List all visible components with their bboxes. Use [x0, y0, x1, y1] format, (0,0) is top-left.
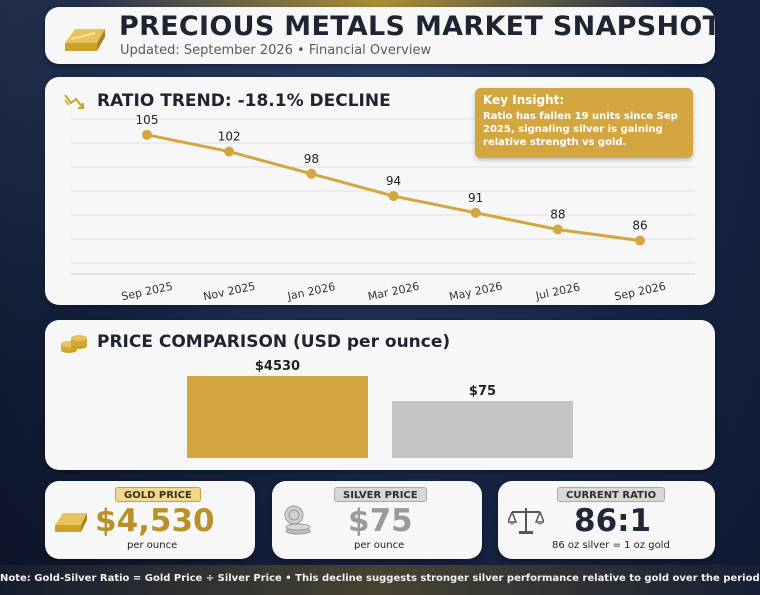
gold-bar	[187, 376, 368, 458]
ratio-point	[224, 146, 235, 157]
ratio-point	[306, 168, 317, 179]
ratio-data-label: 98	[304, 152, 319, 166]
ratio-data-label: 88	[550, 207, 565, 221]
ratio-point	[635, 235, 645, 246]
header-card: PRECIOUS METALS MARKET SNAPSHOT Updated:…	[45, 7, 721, 64]
current-ratio-detail: 86 oz silver = 1 oz gold	[552, 540, 670, 551]
page-title: PRECIOUS METALS MARKET SNAPSHOT	[119, 11, 722, 42]
ratio-data-label: 86	[632, 219, 647, 233]
price-bar-chart: $4530 $75	[187, 359, 573, 458]
gold-accent-bottom	[0, 565, 760, 595]
ratio-trend-card: RATIO TREND: -18.1% DECLINE 105 Sep 2025 1…	[45, 77, 715, 305]
insight-title: Key Insight:	[483, 93, 565, 107]
ratio-point	[388, 191, 399, 202]
coins-icon	[61, 335, 87, 353]
silver-price-badge: SILVER PRICE	[334, 487, 427, 502]
ratio-data-label: 91	[468, 191, 483, 205]
silver-coins-icon	[284, 505, 311, 535]
x-tick-label: Mar 2026	[367, 280, 421, 304]
ratio-point	[552, 224, 563, 235]
trend-title: RATIO TREND: -18.1% DECLINE	[97, 91, 391, 111]
footnote: Note: Gold-Silver Ratio = Gold Price ÷ S…	[0, 573, 760, 584]
x-tick-label: Sep 2026	[613, 280, 667, 304]
gold-accent-top	[80, 0, 680, 10]
ratio-data-label: 105	[136, 113, 159, 127]
x-tick-label: Jul 2026	[534, 280, 581, 302]
page-subtitle: Updated: September 2026 • Financial Over…	[120, 43, 432, 58]
key-insight-callout: Key Insight: Ratio has fallen 19 units s…	[475, 88, 693, 158]
current-ratio-value: 86:1	[574, 503, 652, 539]
gold-bar-icon	[65, 29, 105, 51]
price-comparison-card: PRICE COMPARISON (USD per ounce) $4530 $7…	[45, 320, 715, 470]
x-tick-label: Jan 2026	[285, 280, 336, 303]
gold-price-value: $4,530	[95, 503, 215, 539]
gold-bar-icon	[55, 513, 87, 532]
silver-bar	[392, 401, 573, 458]
gold-price-unit: per ounce	[127, 540, 178, 551]
ratio-point	[470, 207, 481, 218]
ratio-point	[142, 129, 152, 140]
x-tick-label: Nov 2025	[202, 280, 257, 304]
gold-price-card: GOLD PRICE $4,530 per ounce	[45, 481, 255, 559]
x-tick-label: Sep 2025	[120, 280, 174, 304]
gold-bar-label: $4530	[255, 359, 300, 374]
silver-price-value: $75	[348, 503, 413, 539]
silver-price-unit: per ounce	[354, 540, 405, 551]
silver-bar-label: $75	[469, 384, 496, 399]
comparison-title: PRICE COMPARISON (USD per ounce)	[97, 332, 451, 352]
current-ratio-card: CURRENT RATIO 86:1 86 oz silver = 1 oz g…	[498, 481, 715, 559]
silver-price-card: SILVER PRICE $75 per ounce	[272, 481, 482, 559]
ratio-data-label: 94	[386, 174, 401, 188]
trend-down-icon	[64, 94, 84, 109]
insight-text: Ratio has fallen 19 units since Sep 2025…	[483, 111, 678, 148]
x-tick-label: May 2026	[448, 279, 504, 303]
ratio-data-label: 102	[218, 130, 241, 144]
current-ratio-badge: CURRENT RATIO	[557, 487, 666, 502]
gold-price-badge: GOLD PRICE	[115, 487, 201, 502]
balance-scale-icon	[508, 508, 544, 534]
